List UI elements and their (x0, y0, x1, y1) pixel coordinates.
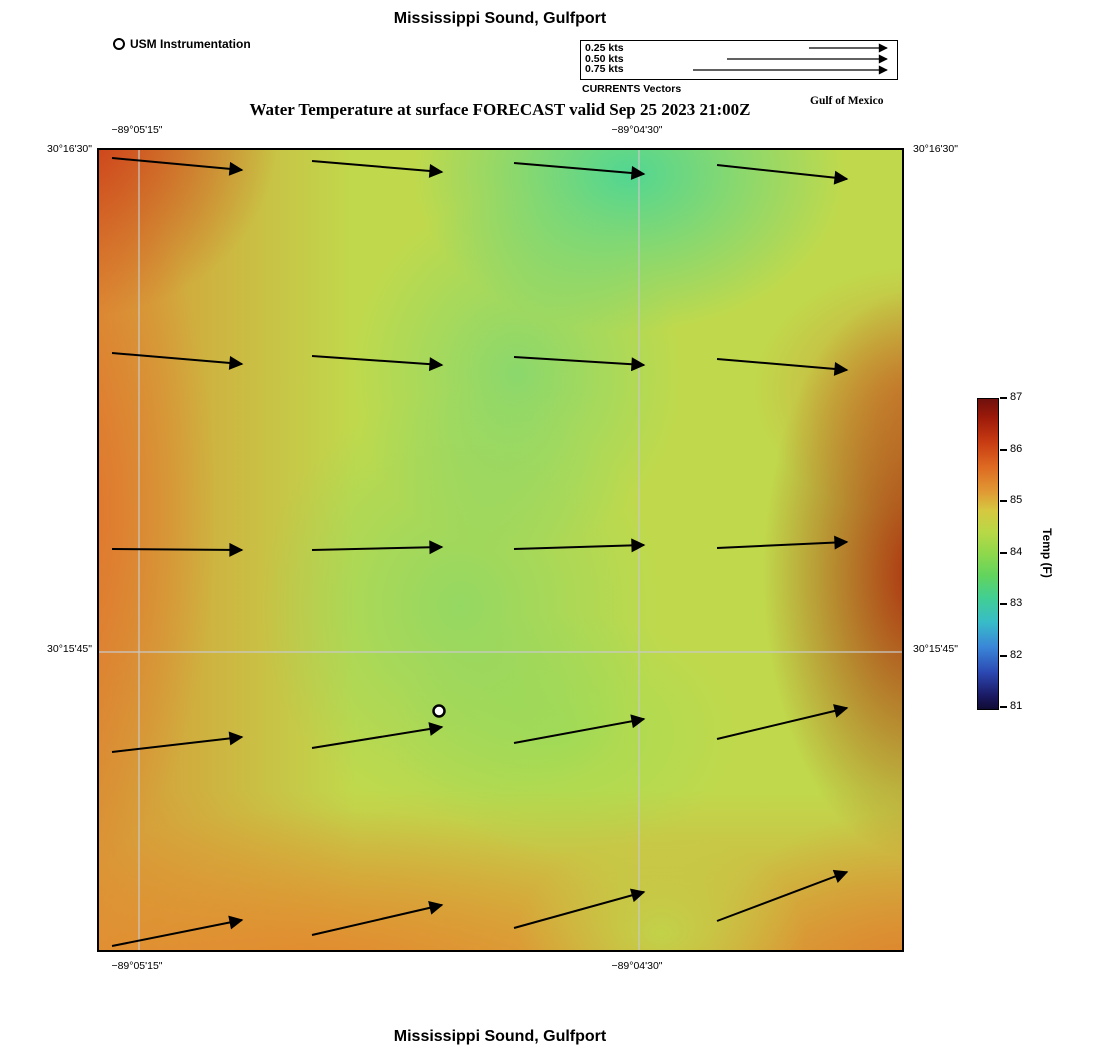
instrumentation-legend: USM Instrumentation (113, 37, 251, 51)
current-vector-arrow (716, 704, 849, 740)
current-vector-arrow (513, 538, 646, 553)
speed-label-050: 0.50 kts (585, 52, 624, 65)
lon-tick-top-1: −89°04'30" (611, 124, 663, 136)
colorbar-tick-87: 87 (1010, 391, 1023, 403)
region-label: Gulf of Mexico (810, 95, 884, 107)
colorbar-tick-84: 84 (1010, 546, 1023, 558)
currents-legend-box: 0.25 kts 0.50 kts 0.75 kts (580, 40, 898, 80)
lon-tick-bottom-1: −89°04'30" (611, 960, 663, 972)
lon-tick-top-0: −89°05'15" (111, 124, 163, 136)
instrumentation-circle-icon (113, 38, 125, 50)
instrumentation-label: USM Instrumentation (130, 37, 251, 51)
lat-tick-left-0: 30°16'30" (47, 143, 92, 155)
colorbar-tick-82: 82 (1010, 649, 1023, 661)
currents-caption: CURRENTS Vectors (582, 83, 682, 95)
colorbar-tick-86: 86 (1010, 443, 1023, 455)
colorbar-tickmark (1000, 655, 1007, 657)
instrument-location-marker (432, 704, 446, 718)
currents-vector-field (99, 150, 902, 950)
colorbar-tickmark (1000, 706, 1007, 708)
forecast-subtitle: Water Temperature at surface FORECAST va… (249, 100, 751, 119)
current-vector-arrow (716, 164, 849, 185)
colorbar-tickmark (1000, 449, 1007, 451)
colorbar-tick-85: 85 (1010, 494, 1023, 506)
colorbar-tickmark (1000, 500, 1007, 502)
current-vector-arrow (716, 535, 849, 550)
lat-tick-right-1: 30°15'45" (913, 643, 958, 655)
current-vector-arrow (513, 888, 646, 929)
current-vector-arrow (311, 355, 444, 372)
speed-label-075: 0.75 kts (585, 63, 624, 75)
current-vector-arrow (311, 540, 444, 555)
lat-tick-left-1: 30°15'45" (47, 643, 92, 655)
lat-tick-right-0: 30°16'30" (913, 143, 958, 155)
colorbar-tickmark (1000, 552, 1007, 554)
current-vector-arrow (513, 162, 646, 180)
current-vector-arrow (111, 157, 244, 176)
current-vector-arrow (513, 356, 646, 372)
current-vector-arrow (311, 901, 444, 936)
current-vector-arrow (111, 542, 244, 557)
current-vector-arrow (111, 915, 244, 947)
colorbar-tickmark (1000, 603, 1007, 605)
colorbar-axis-label: Temp (F) (1040, 528, 1054, 578)
current-vector-arrow (716, 358, 849, 376)
current-vector-arrow (716, 869, 849, 922)
colorbar-tick-83: 83 (1010, 597, 1023, 609)
current-vector-arrow (311, 722, 444, 749)
temperature-colorbar (977, 398, 999, 710)
top-title: Mississippi Sound, Gulfport (393, 10, 607, 27)
current-vector-arrow (311, 160, 444, 178)
currents-legend-arrows (693, 43, 888, 75)
current-vector-arrow (111, 731, 244, 753)
speed-label-025: 0.25 kts (585, 42, 624, 54)
current-vector-arrow (513, 714, 646, 744)
lon-tick-bottom-0: −89°05'15" (111, 960, 163, 972)
colorbar-tickmark (1000, 397, 1007, 399)
current-vector-arrow (111, 352, 244, 370)
bottom-title: Mississippi Sound, Gulfport (393, 1028, 607, 1045)
temperature-map (97, 148, 904, 952)
colorbar-tick-81: 81 (1010, 700, 1023, 712)
